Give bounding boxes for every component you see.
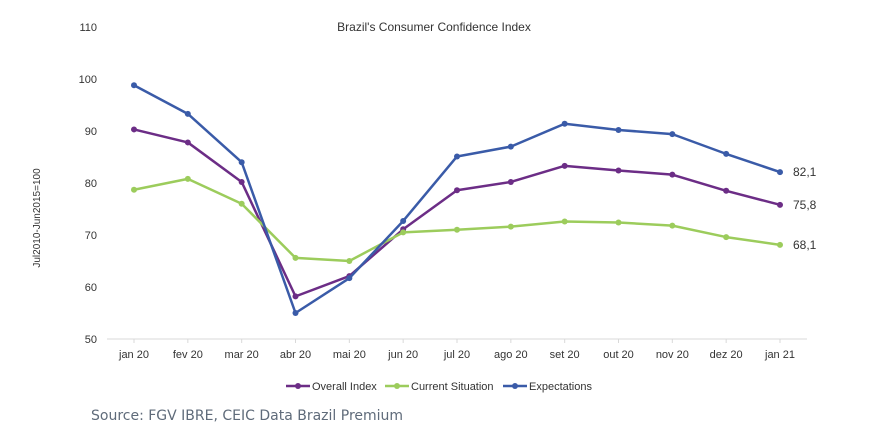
y-tick-label: 50 <box>85 334 97 346</box>
data-point <box>184 175 191 182</box>
x-tick-label: set 20 <box>550 349 580 361</box>
data-point <box>454 153 460 160</box>
data-point <box>561 120 568 127</box>
x-tick-label: dez 20 <box>710 349 743 361</box>
legend-label: Current Situation <box>411 381 494 393</box>
x-tick-label: out 20 <box>603 349 634 361</box>
legend-item: Overall Index <box>286 381 377 393</box>
data-point <box>131 82 137 89</box>
chart-title: Brazil's Consumer Confidence Index <box>337 20 531 34</box>
y-axis-label: Jul2010-Jun2015=100 <box>32 168 43 268</box>
y-tick-label: 100 <box>79 74 97 86</box>
data-point <box>723 234 730 241</box>
data-point <box>669 222 676 229</box>
y-tick-label: 80 <box>85 178 97 190</box>
data-point <box>184 139 191 146</box>
data-point <box>131 126 137 133</box>
data-point <box>507 223 514 230</box>
data-point <box>346 258 353 264</box>
legend-label: Overall Index <box>312 381 377 393</box>
x-ticks: jan 20 fev 20 mar 20 abr 20 mai 20 jun 20 jul … <box>118 339 795 361</box>
y-tick-label: 110 <box>79 22 97 34</box>
data-point <box>238 159 245 166</box>
data-point <box>292 310 299 316</box>
x-tick-label: mar 20 <box>225 349 259 361</box>
data-point <box>507 143 514 150</box>
data-point <box>131 186 137 193</box>
y-tick-label: 90 <box>85 126 97 138</box>
data-point <box>723 187 730 194</box>
data-point <box>561 218 568 225</box>
data-point <box>454 226 460 233</box>
data-point <box>777 169 783 176</box>
series-current-situation: 68,1 <box>131 175 817 264</box>
data-point <box>400 229 407 236</box>
legend-item: Current Situation <box>385 381 494 393</box>
data-point <box>400 217 407 224</box>
y-tick-label: 70 <box>85 230 97 242</box>
legend-marker <box>512 383 518 389</box>
x-tick-label: fev 20 <box>173 349 203 361</box>
x-tick-label: nov 20 <box>656 349 689 361</box>
x-tick-label: jan 20 <box>118 349 149 361</box>
data-point <box>238 178 245 185</box>
legend: Overall Index Current Situation Expectatio… <box>286 381 592 393</box>
data-point <box>615 219 622 226</box>
x-tick-label: mai 20 <box>333 349 366 361</box>
end-value-label: 82,1 <box>793 165 817 179</box>
data-point <box>292 254 299 261</box>
data-point <box>669 131 676 138</box>
x-tick-label: jun 20 <box>387 349 418 361</box>
data-point <box>292 293 299 300</box>
series-expectations: 82,1 <box>131 82 817 316</box>
end-value-label: 75,8 <box>793 198 817 212</box>
x-tick-label: abr 20 <box>280 349 311 361</box>
legend-item: Expectations <box>503 381 592 393</box>
data-point <box>238 200 245 207</box>
legend-marker <box>295 383 301 389</box>
data-point <box>507 178 514 185</box>
x-tick-label: jan 21 <box>764 349 795 361</box>
x-tick-label: ago 20 <box>494 349 528 361</box>
x-tick-label: jul 20 <box>443 349 470 361</box>
data-point <box>454 187 460 194</box>
data-point <box>561 162 568 169</box>
end-value-label: 68,1 <box>793 238 817 252</box>
data-point <box>777 241 783 248</box>
data-point <box>346 275 353 282</box>
data-point <box>615 167 622 174</box>
legend-marker <box>394 383 400 389</box>
series-lines: 75,8 68,1 82,1 <box>131 82 817 316</box>
legend-label: Expectations <box>529 381 592 393</box>
data-point <box>777 201 783 208</box>
source-note: Source: FGV IBRE, CEIC Data Brazil Premi… <box>91 408 404 424</box>
data-point <box>669 171 676 178</box>
y-tick-label: 60 <box>85 282 97 294</box>
data-point <box>723 150 730 157</box>
data-point <box>184 110 191 117</box>
data-point <box>615 126 622 133</box>
y-ticks: 50 60 70 80 90 100 110 <box>79 22 97 346</box>
